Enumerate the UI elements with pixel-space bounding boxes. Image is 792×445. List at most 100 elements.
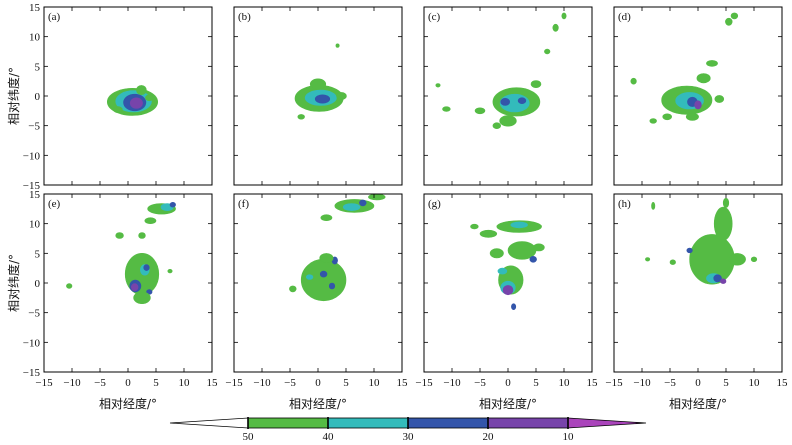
colorbar: 50 40 30 20 10 bbox=[169, 417, 647, 443]
panel-5: (f) −15 −10 −5 0 5 10 15 相对经度/° bbox=[225, 193, 409, 411]
x-tick-label: −15 bbox=[225, 377, 243, 389]
shaded-region bbox=[696, 73, 711, 84]
y-tick-label: 15 bbox=[29, 2, 41, 14]
y-tick-label: 0 bbox=[35, 278, 41, 290]
x-tick-label: 10 bbox=[559, 377, 571, 389]
shaded-region bbox=[713, 274, 722, 283]
x-tick-label: 0 bbox=[695, 377, 701, 389]
panel-label: (e) bbox=[48, 198, 61, 210]
panel-shading bbox=[435, 12, 567, 129]
panel-shading bbox=[66, 202, 176, 304]
shaded-region bbox=[489, 248, 504, 259]
shaded-region bbox=[479, 229, 498, 238]
shaded-region bbox=[435, 83, 441, 88]
panel-label: (h) bbox=[618, 198, 631, 210]
x-tick-label: 0 bbox=[505, 377, 511, 389]
shaded-region bbox=[136, 85, 147, 96]
shaded-region bbox=[510, 221, 528, 229]
x-axis-title: 相对经度/° bbox=[479, 396, 537, 411]
colorbar-label: 30 bbox=[403, 431, 415, 443]
panel-ticks bbox=[233, 193, 403, 373]
colorbar-label: 20 bbox=[483, 431, 495, 443]
x-tick-label: −15 bbox=[605, 377, 623, 389]
panel-ticks bbox=[613, 6, 783, 186]
shaded-region bbox=[309, 78, 327, 90]
x-tick-label: −10 bbox=[443, 377, 461, 389]
x-tick-label: −10 bbox=[633, 377, 651, 389]
shaded-region bbox=[645, 257, 651, 262]
colorbar-segment bbox=[407, 417, 489, 429]
colorbar-label: 40 bbox=[323, 431, 335, 443]
colorbar-segment bbox=[327, 417, 409, 429]
shaded-region bbox=[342, 203, 361, 211]
shaded-region bbox=[686, 247, 693, 254]
x-axis-title: 相对经度/° bbox=[289, 396, 347, 411]
panel-6: (g) −15 −10 −5 0 5 10 15 相对经度/° bbox=[415, 193, 598, 411]
x-tick-label: 15 bbox=[397, 377, 409, 389]
panel-4: (e) 15 10 5 0 −5 −10 −15−15 −10 −5 0 5 10 15 相对经度/° 相对纬… bbox=[6, 189, 218, 411]
shaded-region bbox=[115, 232, 124, 239]
y-tick-label: 10 bbox=[29, 219, 41, 231]
shaded-region bbox=[143, 264, 150, 271]
panel-background bbox=[614, 194, 782, 372]
panel-label: (c) bbox=[428, 11, 441, 23]
x-tick-label: −5 bbox=[284, 377, 296, 389]
shaded-region bbox=[133, 291, 151, 304]
shaded-region bbox=[725, 17, 733, 26]
shaded-region bbox=[300, 258, 347, 302]
y-tick-label: −15 bbox=[23, 367, 41, 379]
panel-label: (f) bbox=[238, 198, 249, 210]
panel-ticks bbox=[613, 193, 783, 373]
y-axis-title: 相对纬度/° bbox=[6, 67, 21, 125]
shaded-region bbox=[722, 197, 730, 208]
x-tick-label: −5 bbox=[474, 377, 486, 389]
y-tick-label: 5 bbox=[35, 61, 41, 73]
shaded-region bbox=[532, 243, 545, 252]
shaded-region bbox=[685, 112, 699, 121]
panel-ticks bbox=[43, 6, 213, 186]
y-tick-label: 10 bbox=[29, 32, 41, 44]
x-tick-label: 10 bbox=[749, 377, 761, 389]
shaded-region bbox=[131, 283, 139, 292]
x-tick-label: −10 bbox=[63, 377, 81, 389]
shaded-region bbox=[442, 106, 451, 112]
shaded-region bbox=[694, 100, 702, 110]
x-tick-label: 5 bbox=[153, 377, 159, 389]
shaded-region bbox=[730, 12, 739, 20]
x-tick-label: −10 bbox=[253, 377, 271, 389]
shaded-region bbox=[129, 97, 143, 109]
panel-shading bbox=[470, 220, 545, 311]
x-tick-label: 5 bbox=[343, 377, 349, 389]
panel-ticks bbox=[43, 193, 213, 373]
x-tick-label: 10 bbox=[369, 377, 381, 389]
x-tick-label: −15 bbox=[35, 377, 53, 389]
x-axis-title: 相对经度/° bbox=[669, 396, 727, 411]
panel-label: (b) bbox=[238, 11, 251, 23]
panel-shading bbox=[630, 12, 739, 124]
shaded-region bbox=[502, 285, 514, 296]
shaded-region bbox=[297, 114, 305, 120]
shaded-region bbox=[144, 217, 157, 224]
colorbar-segment bbox=[487, 417, 569, 429]
shaded-region bbox=[714, 95, 725, 103]
shaded-region bbox=[511, 303, 517, 311]
shaded-region bbox=[728, 253, 746, 266]
x-tick-label: −5 bbox=[94, 377, 106, 389]
colorbar-segment bbox=[247, 417, 329, 429]
shaded-region bbox=[720, 278, 727, 284]
y-tick-label: −15 bbox=[23, 180, 41, 192]
x-tick-label: 15 bbox=[777, 377, 789, 389]
panel-shading bbox=[645, 197, 758, 285]
shaded-region bbox=[492, 122, 501, 129]
shaded-region bbox=[470, 223, 479, 230]
panel-shading bbox=[289, 194, 386, 302]
shaded-region bbox=[138, 232, 146, 239]
panel-shading bbox=[294, 43, 347, 120]
shaded-region bbox=[368, 194, 386, 201]
shaded-region bbox=[497, 267, 508, 275]
shaded-region bbox=[474, 107, 486, 115]
shaded-region bbox=[359, 199, 367, 207]
panel-label: (a) bbox=[48, 11, 61, 23]
panel-shading bbox=[107, 85, 159, 116]
